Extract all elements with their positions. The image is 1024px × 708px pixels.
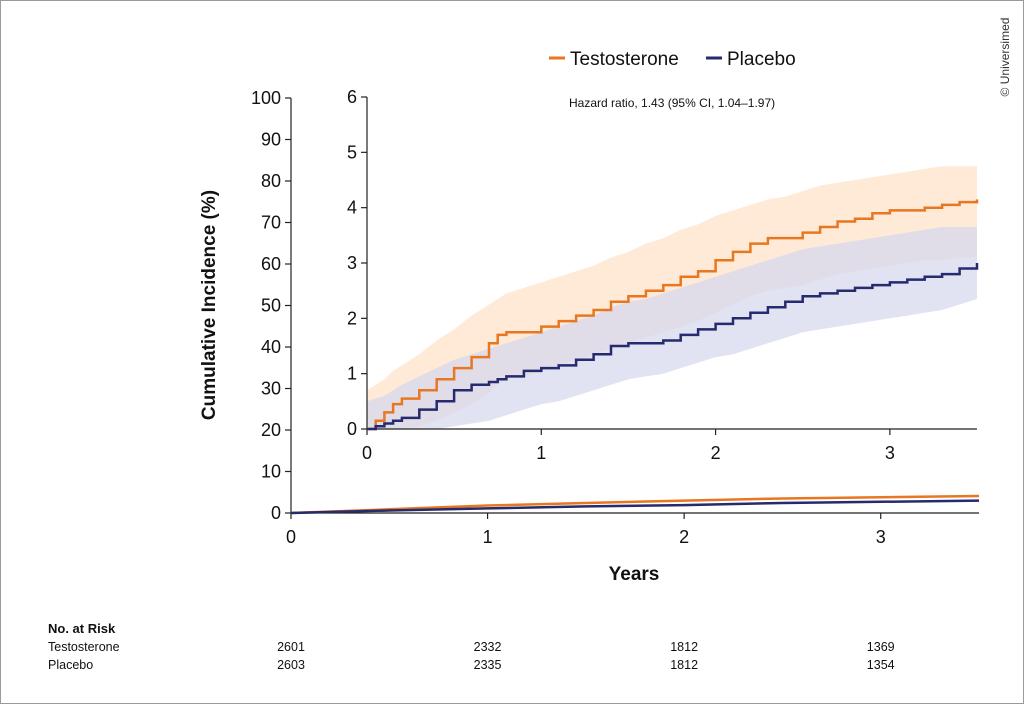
legend: Testosterone Placebo	[549, 49, 796, 70]
inset-series-line-placebo	[367, 263, 979, 431]
inset-x-tick-label: 1	[536, 443, 546, 463]
main-series-line-testosterone	[290, 494, 980, 515]
main-y-tick-label: 60	[261, 254, 281, 274]
risk-table-title: No. at Risk	[48, 621, 116, 636]
inset-y-tick-label: 4	[347, 198, 357, 218]
inset-series-line-testosterone	[367, 199, 979, 431]
inset-x-tick-label: 0	[362, 443, 372, 463]
inset-y-tick-label: 1	[347, 364, 357, 384]
x-axis-title: Years	[609, 564, 660, 585]
risk-cell: 2603	[277, 658, 305, 672]
risk-cell: 1369	[867, 640, 895, 654]
risk-row-label-placebo: Placebo	[48, 658, 93, 672]
risk-cell: 2332	[474, 640, 502, 654]
main-y-tick-label: 20	[261, 420, 281, 440]
legend-label-testosterone: Testosterone	[570, 49, 679, 70]
main-y-tick-label: 30	[261, 379, 281, 399]
inset-plot: 0 1 2 3 4 5 6 0 1 2 3	[347, 87, 979, 463]
ci-band-placebo	[367, 227, 977, 429]
main-x-tick-label: 3	[876, 527, 886, 547]
risk-cell: 1812	[670, 640, 698, 654]
risk-row-label-testosterone: Testosterone	[48, 640, 120, 654]
inset-y-tick-label: 5	[347, 142, 357, 162]
risk-cell: 2601	[277, 640, 305, 654]
main-x-tick-label: 1	[483, 527, 493, 547]
risk-table: No. at Risk Testosterone Placebo 2601 233…	[48, 621, 895, 672]
inset-y-tick-label: 0	[347, 419, 357, 439]
main-x-tick-label: 0	[286, 527, 296, 547]
inset-y-tick-label: 3	[347, 253, 357, 273]
main-x-tick-label: 2	[679, 527, 689, 547]
inset-x-tick-label: 3	[885, 443, 895, 463]
main-y-tick-label: 70	[261, 213, 281, 233]
main-y-tick-label: 90	[261, 130, 281, 150]
hazard-ratio-annotation: Hazard ratio, 1.43 (95% CI, 1.04–1.97)	[569, 96, 775, 110]
inset-y-tick-label: 6	[347, 87, 357, 107]
main-y-tick-label: 10	[261, 462, 281, 482]
y-axis-title: Cumulative Incidence (%)	[199, 190, 220, 420]
main-y-tick-label: 40	[261, 337, 281, 357]
risk-cell: 1812	[670, 658, 698, 672]
inset-x-tick-label: 2	[711, 443, 721, 463]
inset-y-tick-label: 2	[347, 308, 357, 328]
copyright-notice: © Universimed	[998, 18, 1012, 97]
risk-cell: 2335	[474, 658, 502, 672]
main-series-line-placebo	[290, 499, 980, 515]
legend-label-placebo: Placebo	[727, 49, 796, 70]
main-y-tick-label: 50	[261, 296, 281, 316]
main-y-tick-label: 100	[251, 88, 281, 108]
main-y-tick-label: 80	[261, 171, 281, 191]
risk-cell: 1354	[867, 658, 895, 672]
main-y-tick-label: 0	[271, 503, 281, 523]
